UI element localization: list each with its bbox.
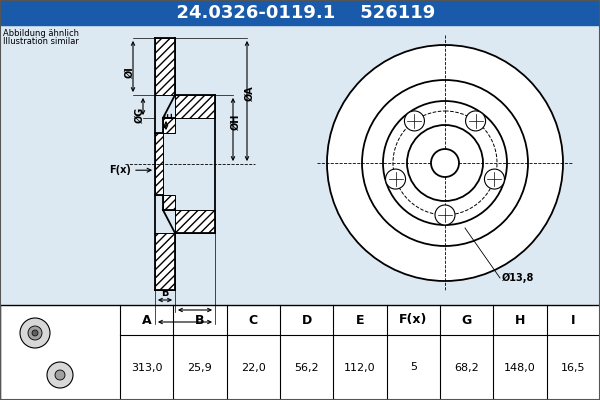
Circle shape — [362, 80, 528, 246]
Bar — [0, 305, 600, 400]
Text: B: B — [195, 314, 205, 326]
Circle shape — [32, 330, 38, 336]
Text: 16,5: 16,5 — [561, 362, 586, 372]
Text: 24.0326-0119.1    526119: 24.0326-0119.1 526119 — [164, 4, 436, 22]
Text: F(x): F(x) — [109, 165, 131, 175]
Text: ØH: ØH — [231, 113, 241, 130]
Text: D: D — [181, 326, 189, 336]
Bar — [0, 0, 600, 25]
Bar — [0, 305, 600, 400]
Circle shape — [484, 169, 505, 189]
Text: 25,9: 25,9 — [188, 362, 212, 372]
Text: ØE: ØE — [165, 111, 175, 126]
Text: 68,2: 68,2 — [454, 362, 479, 372]
Bar — [155, 133, 163, 195]
Circle shape — [327, 45, 563, 281]
Circle shape — [386, 169, 406, 189]
Text: H: H — [515, 314, 525, 326]
Text: ØG: ØG — [135, 106, 145, 123]
Bar — [175, 95, 215, 118]
Text: E: E — [356, 314, 364, 326]
Bar — [155, 233, 175, 290]
Circle shape — [55, 370, 65, 380]
Circle shape — [28, 326, 42, 340]
Circle shape — [404, 111, 424, 131]
Circle shape — [407, 125, 483, 201]
Text: C: C — [249, 314, 258, 326]
Text: 5: 5 — [410, 362, 417, 372]
Text: G: G — [461, 314, 472, 326]
Text: Abbildung ähnlich: Abbildung ähnlich — [3, 29, 79, 38]
Text: Illustration similar: Illustration similar — [3, 37, 79, 46]
Text: Ø13,8: Ø13,8 — [502, 273, 535, 283]
Bar — [163, 195, 175, 210]
Text: 313,0: 313,0 — [131, 362, 163, 372]
Circle shape — [466, 111, 485, 131]
Text: I: I — [571, 314, 575, 326]
Text: ØA: ØA — [245, 85, 255, 101]
Text: C (MTH): C (MTH) — [218, 305, 262, 315]
Text: 22,0: 22,0 — [241, 362, 266, 372]
Text: ØI: ØI — [125, 66, 135, 78]
Circle shape — [20, 318, 50, 348]
Circle shape — [431, 149, 459, 177]
Text: 112,0: 112,0 — [344, 362, 376, 372]
Text: 148,0: 148,0 — [504, 362, 536, 372]
Text: D: D — [302, 314, 312, 326]
Circle shape — [47, 362, 73, 388]
Bar — [155, 38, 175, 95]
Text: 56,2: 56,2 — [295, 362, 319, 372]
Circle shape — [435, 205, 455, 225]
Circle shape — [383, 101, 507, 225]
Bar — [163, 118, 175, 133]
Text: F(x): F(x) — [399, 314, 428, 326]
Text: B: B — [161, 288, 169, 298]
Text: A: A — [142, 314, 151, 326]
Bar — [175, 210, 215, 233]
